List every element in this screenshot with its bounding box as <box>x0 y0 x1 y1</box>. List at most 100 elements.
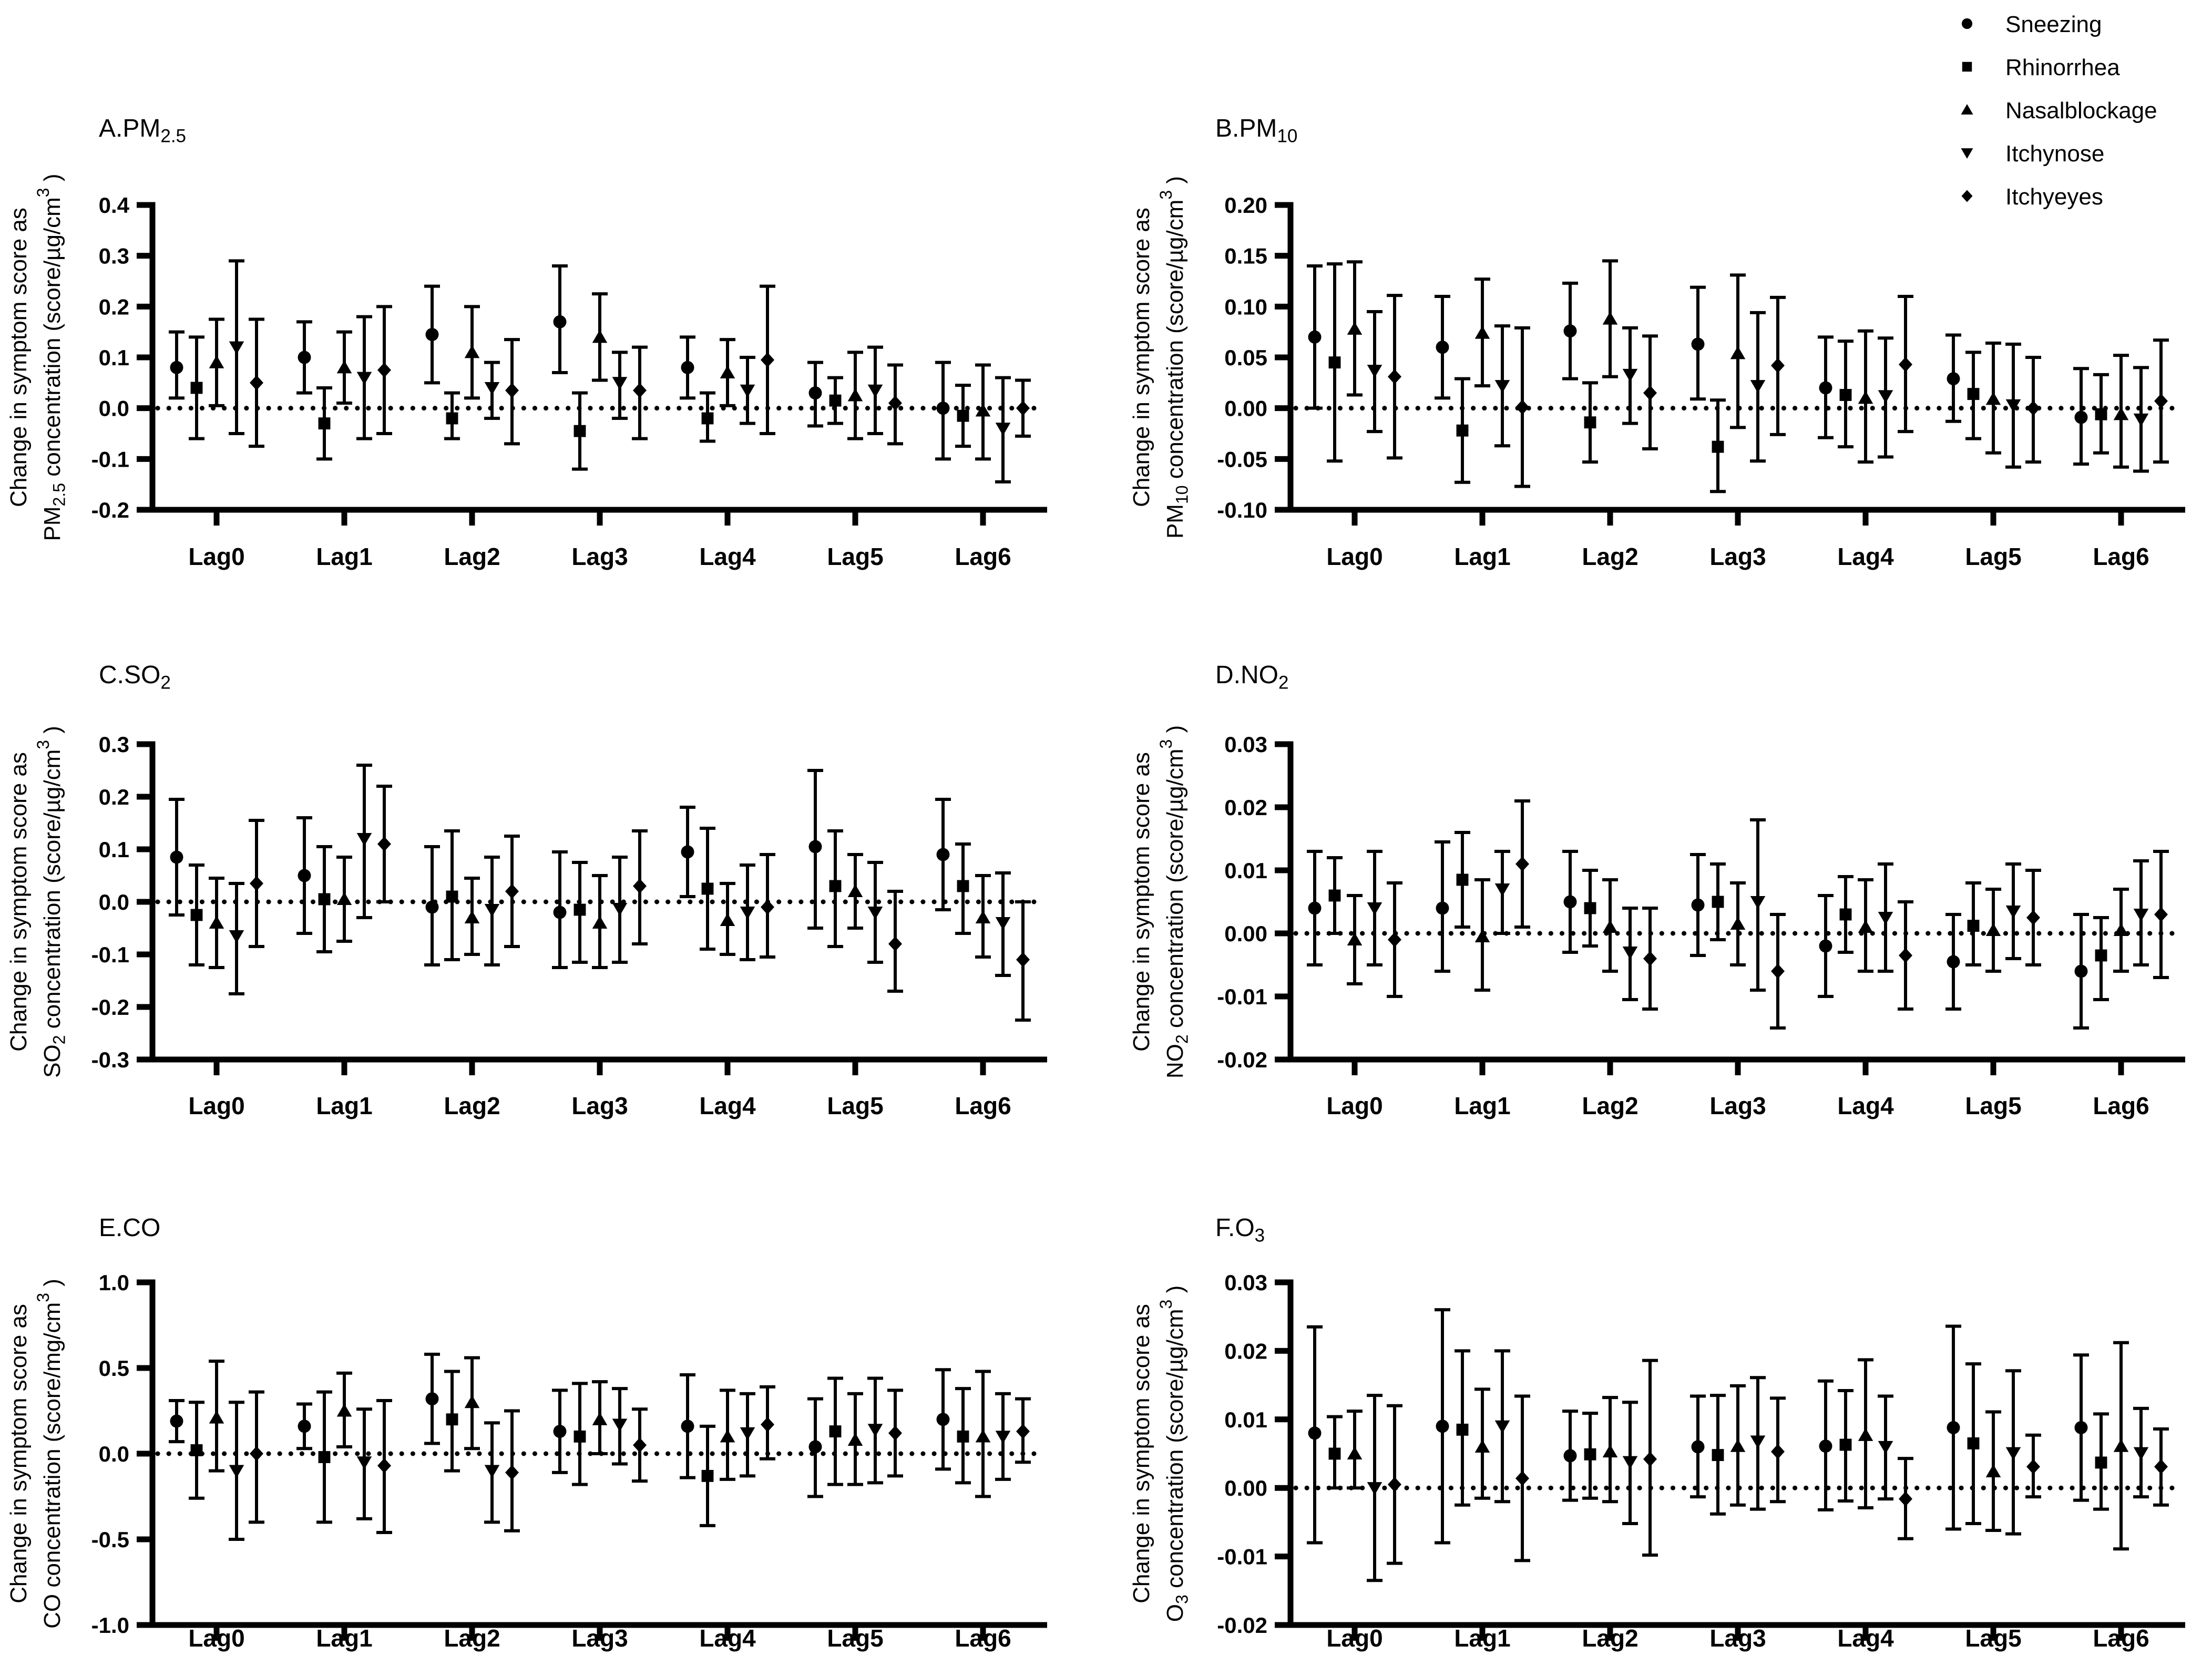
y-tick-label: 0.00 <box>1224 921 1267 946</box>
diamond-marker <box>1016 400 1030 416</box>
y-tick-label: 0.3 <box>99 732 129 757</box>
x-tick-label: Lag2 <box>444 543 500 570</box>
diamond-marker <box>1388 932 1401 948</box>
triangle-down-marker <box>1622 1456 1638 1469</box>
circle-marker <box>1308 901 1322 915</box>
circle-marker <box>808 1440 822 1454</box>
diamond-marker <box>1643 951 1657 966</box>
x-tick-label: Lag1 <box>1454 543 1510 570</box>
x-tick-label: Lag4 <box>699 543 756 570</box>
panel-title: D.NO2 <box>1215 661 1288 693</box>
series-itchynose <box>1367 310 2149 473</box>
y-tick-label: -0.1 <box>91 447 129 471</box>
y-tick-label: 0.00 <box>1224 396 1267 421</box>
triangle-down-marker <box>867 384 883 398</box>
series-rhinorrhea <box>189 1370 971 1527</box>
x-tick-label: Lag3 <box>571 543 628 570</box>
circle-marker <box>1308 330 1322 344</box>
series-itchyeyes <box>1387 799 2169 1030</box>
diamond-marker <box>1515 1470 1529 1486</box>
series-nasalblockage <box>209 292 991 461</box>
diamond-marker <box>1771 963 1785 979</box>
panel-title: E.CO <box>99 1214 160 1242</box>
x-tick-label: Lag6 <box>2093 1624 2149 1652</box>
circle-marker <box>681 845 694 859</box>
x-tick-label: Lag5 <box>1965 1092 2021 1119</box>
diamond-marker <box>761 352 774 368</box>
y-tick-label: 0.2 <box>99 785 129 809</box>
x-tick-label: Lag4 <box>1837 1624 1894 1652</box>
triangle-down-marker <box>740 384 755 398</box>
series-nasalblockage <box>209 853 991 969</box>
y-tick-label: -0.3 <box>91 1047 129 1072</box>
y-tick-label: 0.2 <box>99 294 129 319</box>
series-rhinorrhea <box>1327 1349 2109 1526</box>
y-tick-label: 0.0 <box>99 890 129 914</box>
triangle-up-marker <box>1730 1439 1746 1452</box>
diamond-marker <box>761 1417 774 1432</box>
triangle-up-marker <box>336 360 352 374</box>
y-tick-label: 0.1 <box>99 345 129 370</box>
series-sneezing <box>1307 264 2089 466</box>
square-marker <box>574 1430 586 1443</box>
y-tick-label: -0.01 <box>1217 984 1267 1009</box>
triangle-down-marker <box>740 1427 755 1441</box>
triangle-down-marker <box>867 906 883 920</box>
diamond-marker <box>888 1425 902 1441</box>
square-marker <box>2095 408 2107 420</box>
y-tick-label: 0.10 <box>1224 294 1267 319</box>
triangle-down-marker <box>1750 1435 1766 1449</box>
triangle-up-marker <box>464 1395 480 1408</box>
legend-item: Sneezing <box>1961 12 2102 37</box>
triangle-up-marker <box>592 916 608 929</box>
y-tick-label: -0.2 <box>91 995 129 1020</box>
diamond-marker <box>2154 393 2168 409</box>
series-itchynose <box>229 1376 1011 1541</box>
circle-marker <box>1691 337 1705 351</box>
triangle-up-marker <box>2113 407 2129 420</box>
triangle-up-marker <box>592 1412 608 1425</box>
y-tick-label: 0.15 <box>1224 244 1267 269</box>
x-tick-label: Lag0 <box>1326 1092 1382 1119</box>
legend-item: Rhinorrhea <box>1962 55 2120 80</box>
triangle-up-marker <box>2113 923 2129 937</box>
triangle-up-marker <box>209 1410 224 1424</box>
x-tick-label: Lag0 <box>188 1624 244 1652</box>
triangle-down-marker <box>1750 380 1766 393</box>
series-itchynose <box>1367 818 2149 1001</box>
y-tick-label: 0.03 <box>1224 1270 1267 1295</box>
y-tick-label: 0.05 <box>1224 345 1267 370</box>
circle-marker <box>2074 1421 2088 1434</box>
triangle-down-marker <box>740 906 755 920</box>
y-axis-label-line2: PM10 concentration (score/µg/cm3 ) <box>1156 176 1192 539</box>
triangle-up-marker <box>1474 325 1490 339</box>
series-rhinorrhea <box>189 335 971 471</box>
circle-marker <box>2074 964 2088 978</box>
circle-marker <box>298 869 311 882</box>
series-nasalblockage <box>1347 1341 2129 1551</box>
legend-label: Rhinorrhea <box>2005 55 2120 80</box>
circle-marker <box>170 1414 183 1428</box>
diamond-marker <box>2154 1459 2168 1475</box>
x-tick-label: Lag1 <box>316 543 372 570</box>
triangle-down-marker <box>2133 908 2149 922</box>
diamond-marker <box>1016 1424 1030 1439</box>
x-tick-label: Lag3 <box>1709 543 1766 570</box>
diamond-marker <box>1771 358 1785 373</box>
x-tick-label: Lag5 <box>1965 1624 2021 1652</box>
circle-marker <box>1563 895 1577 909</box>
circle-marker <box>553 315 567 328</box>
series-sneezing <box>169 769 951 969</box>
triangle-down-marker <box>1878 390 1893 404</box>
y-tick-label: 0.3 <box>99 244 129 269</box>
x-tick-label: Lag2 <box>1582 543 1638 570</box>
legend-label: Sneezing <box>2005 12 2102 37</box>
diamond-marker <box>1388 1477 1401 1492</box>
x-tick-label: Lag3 <box>571 1092 628 1119</box>
series-itchyeyes <box>1387 1359 2169 1565</box>
y-tick-label: 0.1 <box>99 837 129 862</box>
diamond-marker <box>2026 910 2040 925</box>
circle-marker <box>298 351 311 364</box>
x-tick-label: Lag0 <box>188 543 244 570</box>
